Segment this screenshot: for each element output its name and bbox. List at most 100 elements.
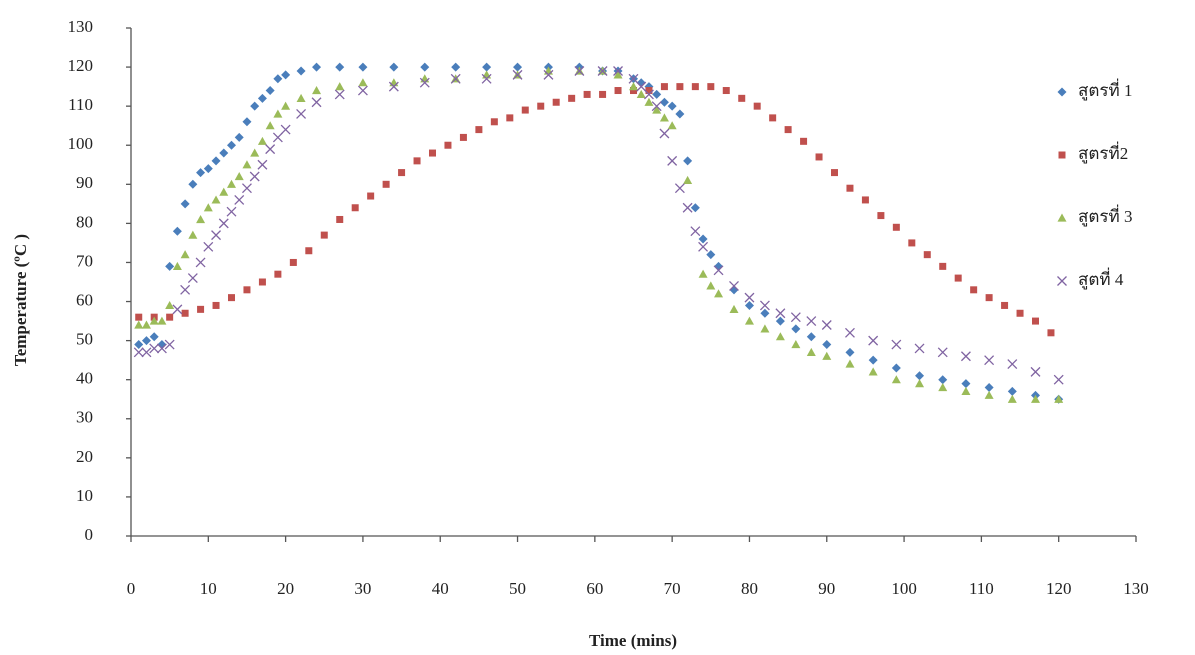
point	[290, 259, 297, 266]
point	[281, 125, 290, 134]
point	[166, 314, 173, 321]
point	[228, 294, 235, 301]
y-tick-label: 120	[68, 56, 94, 75]
point	[235, 195, 244, 204]
point	[242, 160, 251, 168]
y-tick-label: 20	[76, 447, 93, 466]
point	[219, 219, 228, 228]
point	[219, 149, 228, 158]
point	[915, 371, 924, 380]
point	[1032, 318, 1039, 325]
point	[961, 379, 970, 388]
point	[281, 70, 290, 79]
point	[668, 156, 677, 165]
point	[242, 117, 251, 126]
x-tick-label: 90	[818, 579, 835, 598]
point	[335, 90, 344, 99]
point	[754, 103, 761, 110]
point	[869, 356, 878, 365]
point	[150, 332, 159, 341]
x-tick-label: 70	[664, 579, 681, 598]
point	[196, 215, 205, 223]
point	[691, 203, 700, 212]
y-tick-label: 90	[76, 173, 93, 192]
legend-marker	[1058, 88, 1067, 97]
x-tick-label: 40	[432, 579, 449, 598]
point	[1001, 302, 1008, 309]
point	[599, 91, 606, 98]
point	[1008, 387, 1017, 396]
point	[398, 169, 405, 176]
point	[970, 286, 977, 293]
point	[553, 99, 560, 106]
point	[961, 352, 970, 361]
point	[831, 169, 838, 176]
point	[584, 91, 591, 98]
point	[135, 314, 142, 321]
point	[266, 145, 275, 154]
y-tick-label: 0	[85, 525, 94, 544]
point	[522, 107, 529, 114]
point	[845, 360, 854, 368]
point	[197, 306, 204, 313]
x-tick-label: 50	[509, 579, 526, 598]
point	[537, 103, 544, 110]
y-axis-title: Temperature (ºC )	[11, 234, 30, 366]
point	[227, 180, 236, 188]
y-tick-label: 110	[68, 95, 93, 114]
point	[892, 363, 901, 372]
point	[676, 83, 683, 90]
point	[273, 74, 282, 83]
point	[266, 86, 275, 95]
point	[482, 63, 491, 72]
point	[683, 156, 692, 165]
point	[475, 126, 482, 133]
point	[846, 185, 853, 192]
point	[683, 203, 692, 212]
point	[652, 90, 661, 99]
point	[1017, 310, 1024, 317]
point	[807, 317, 816, 326]
point	[297, 109, 306, 118]
point	[699, 242, 708, 251]
point	[691, 227, 700, 236]
point	[660, 113, 669, 121]
point	[938, 375, 947, 384]
point	[791, 313, 800, 322]
point	[845, 348, 854, 357]
point	[506, 114, 513, 121]
y-tick-label: 60	[76, 290, 93, 309]
point	[258, 137, 267, 145]
point	[460, 134, 467, 141]
point	[142, 320, 151, 328]
point	[312, 63, 321, 72]
point	[915, 379, 924, 387]
point	[188, 231, 197, 239]
point	[807, 348, 816, 356]
point	[312, 98, 321, 107]
point	[358, 63, 367, 72]
point	[188, 180, 197, 189]
point	[862, 196, 869, 203]
point	[213, 302, 220, 309]
point	[668, 102, 677, 111]
point	[706, 281, 715, 289]
x-tick-label: 80	[741, 579, 758, 598]
y-tick-label: 100	[68, 134, 94, 153]
point	[1031, 367, 1040, 376]
point	[938, 383, 947, 391]
point	[661, 83, 668, 90]
point	[986, 294, 993, 301]
point	[134, 320, 143, 328]
point	[760, 324, 769, 332]
point	[389, 63, 398, 72]
point	[668, 121, 677, 129]
point	[822, 340, 831, 349]
point	[745, 293, 754, 302]
point	[420, 63, 429, 72]
point	[227, 207, 236, 216]
point	[235, 172, 244, 180]
point	[723, 87, 730, 94]
legend-marker	[1058, 214, 1067, 222]
point	[513, 63, 522, 72]
